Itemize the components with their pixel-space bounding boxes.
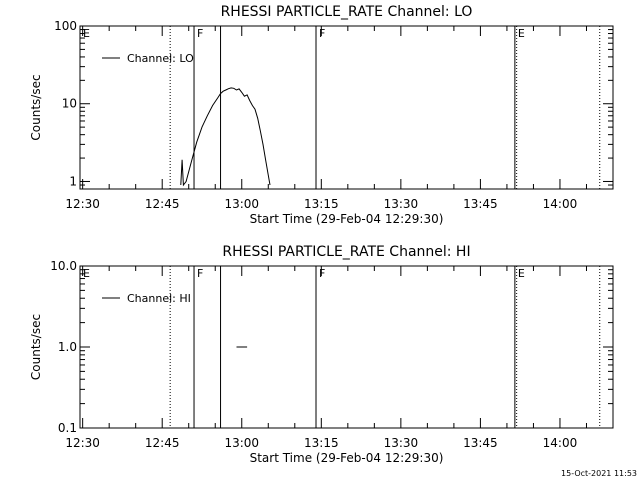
flag-label: E <box>83 27 90 40</box>
x-tick-label: 14:00 <box>543 436 578 450</box>
y-tick-label: 10 <box>62 97 77 111</box>
y-tick-label: 0.1 <box>58 421 77 435</box>
chart-title: RHESSI PARTICLE_RATE Channel: HI <box>222 244 470 260</box>
x-axis-label: Start Time (29-Feb-04 12:29:30) <box>250 212 444 226</box>
x-axis-label: Start Time (29-Feb-04 12:29:30) <box>250 451 444 465</box>
flag-label: E <box>518 267 525 280</box>
y-axis-label: Counts/sec <box>29 314 43 380</box>
x-tick-label: 14:00 <box>543 197 578 211</box>
flag-label: E <box>83 267 90 280</box>
timestamp: 15-Oct-2021 11:53 <box>561 469 637 478</box>
y-tick-label: 10.0 <box>50 259 77 273</box>
x-tick-label: 13:30 <box>384 197 419 211</box>
panel-hi: RHESSI PARTICLE_RATE Channel: HI 0.1 1.0 10… <box>29 244 614 465</box>
panel-lo: RHESSI PARTICLE_RATE Channel: LO 1 10 100 12… <box>29 4 614 226</box>
legend-entry: Channel: HI <box>127 292 191 305</box>
legend-entry: Channel: LO <box>127 52 194 65</box>
x-tick-label: 13:15 <box>304 197 339 211</box>
x-tick-label: 12:30 <box>65 197 100 211</box>
flag-label: F <box>319 267 325 280</box>
flag-label: E <box>518 27 525 40</box>
x-tick-label: 12:30 <box>65 436 100 450</box>
chart-title: RHESSI PARTICLE_RATE Channel: LO <box>221 4 473 20</box>
x-tick-label: 13:45 <box>463 197 498 211</box>
x-tick-label: 13:15 <box>304 436 339 450</box>
flag-label: F <box>197 27 203 40</box>
series-line <box>180 87 271 187</box>
y-tick-label: 1.0 <box>58 340 77 354</box>
y-tick-label: 100 <box>54 19 77 33</box>
plot-frame <box>79 265 614 429</box>
flag-label: F <box>319 27 325 40</box>
y-tick-label: 1 <box>69 174 77 188</box>
flag-label: F <box>197 267 203 280</box>
x-tick-label: 13:45 <box>463 436 498 450</box>
x-tick-label: 13:30 <box>384 436 419 450</box>
y-axis-label: Counts/sec <box>29 74 43 140</box>
plot-frame <box>79 25 614 190</box>
x-tick-label: 12:45 <box>145 436 180 450</box>
x-tick-label: 13:00 <box>224 197 259 211</box>
x-tick-label: 12:45 <box>145 197 180 211</box>
x-tick-label: 13:00 <box>224 436 259 450</box>
